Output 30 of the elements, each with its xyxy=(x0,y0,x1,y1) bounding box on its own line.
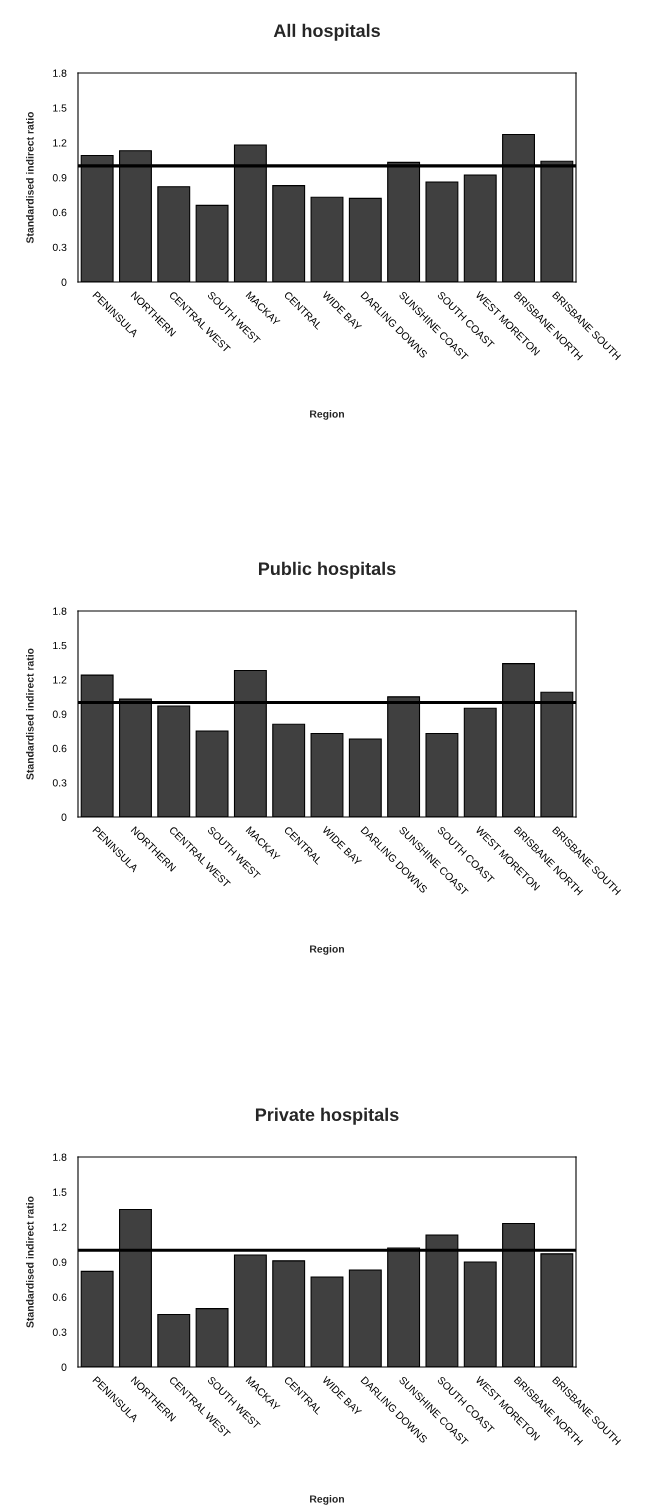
y-tick-label: 1.8 xyxy=(53,1153,67,1161)
y-tick-label: 1.2 xyxy=(53,676,67,684)
y-tick-label: 1.5 xyxy=(53,641,67,650)
y-axis-title: Standardised indirect ratio xyxy=(26,648,34,780)
y-tick-label: 1.8 xyxy=(53,607,67,615)
chart-title: Private hospitals xyxy=(255,1107,399,1125)
y-axis-title: Standardised indirect ratio xyxy=(26,1196,34,1328)
y-tick-label: 0.9 xyxy=(52,174,67,182)
y-tick-label: 0.3 xyxy=(52,243,67,252)
y-tick-label: 1.8 xyxy=(53,69,67,77)
y-tick-label: 0 xyxy=(61,1363,67,1371)
x-axis-title: Region xyxy=(310,1495,345,1505)
y-tick-label: 0.6 xyxy=(52,208,67,217)
y-tick-label: 1.5 xyxy=(53,104,67,112)
y-tick-label: 1.2 xyxy=(53,139,67,147)
y-tick-label: 1.2 xyxy=(53,1223,67,1231)
y-tick-label: 0 xyxy=(61,278,67,286)
y-tick-label: 0.6 xyxy=(52,1293,67,1301)
x-axis-title: Region xyxy=(310,410,345,420)
y-tick-label: 0.3 xyxy=(52,779,67,787)
y-tick-label: 0.3 xyxy=(52,1328,67,1336)
y-tick-label: 0.9 xyxy=(52,1258,67,1266)
x-axis-title: Region xyxy=(310,945,345,955)
y-axis-title: Standardised indirect ratio xyxy=(26,111,34,244)
chart-title: All hospitals xyxy=(273,23,380,41)
y-tick-label: 0 xyxy=(61,813,67,821)
y-tick-label: 0.9 xyxy=(52,710,67,718)
y-tick-label: 1.5 xyxy=(53,1188,67,1196)
chart-title: Public hospitals xyxy=(258,561,396,579)
y-tick-label: 0.6 xyxy=(52,744,67,753)
